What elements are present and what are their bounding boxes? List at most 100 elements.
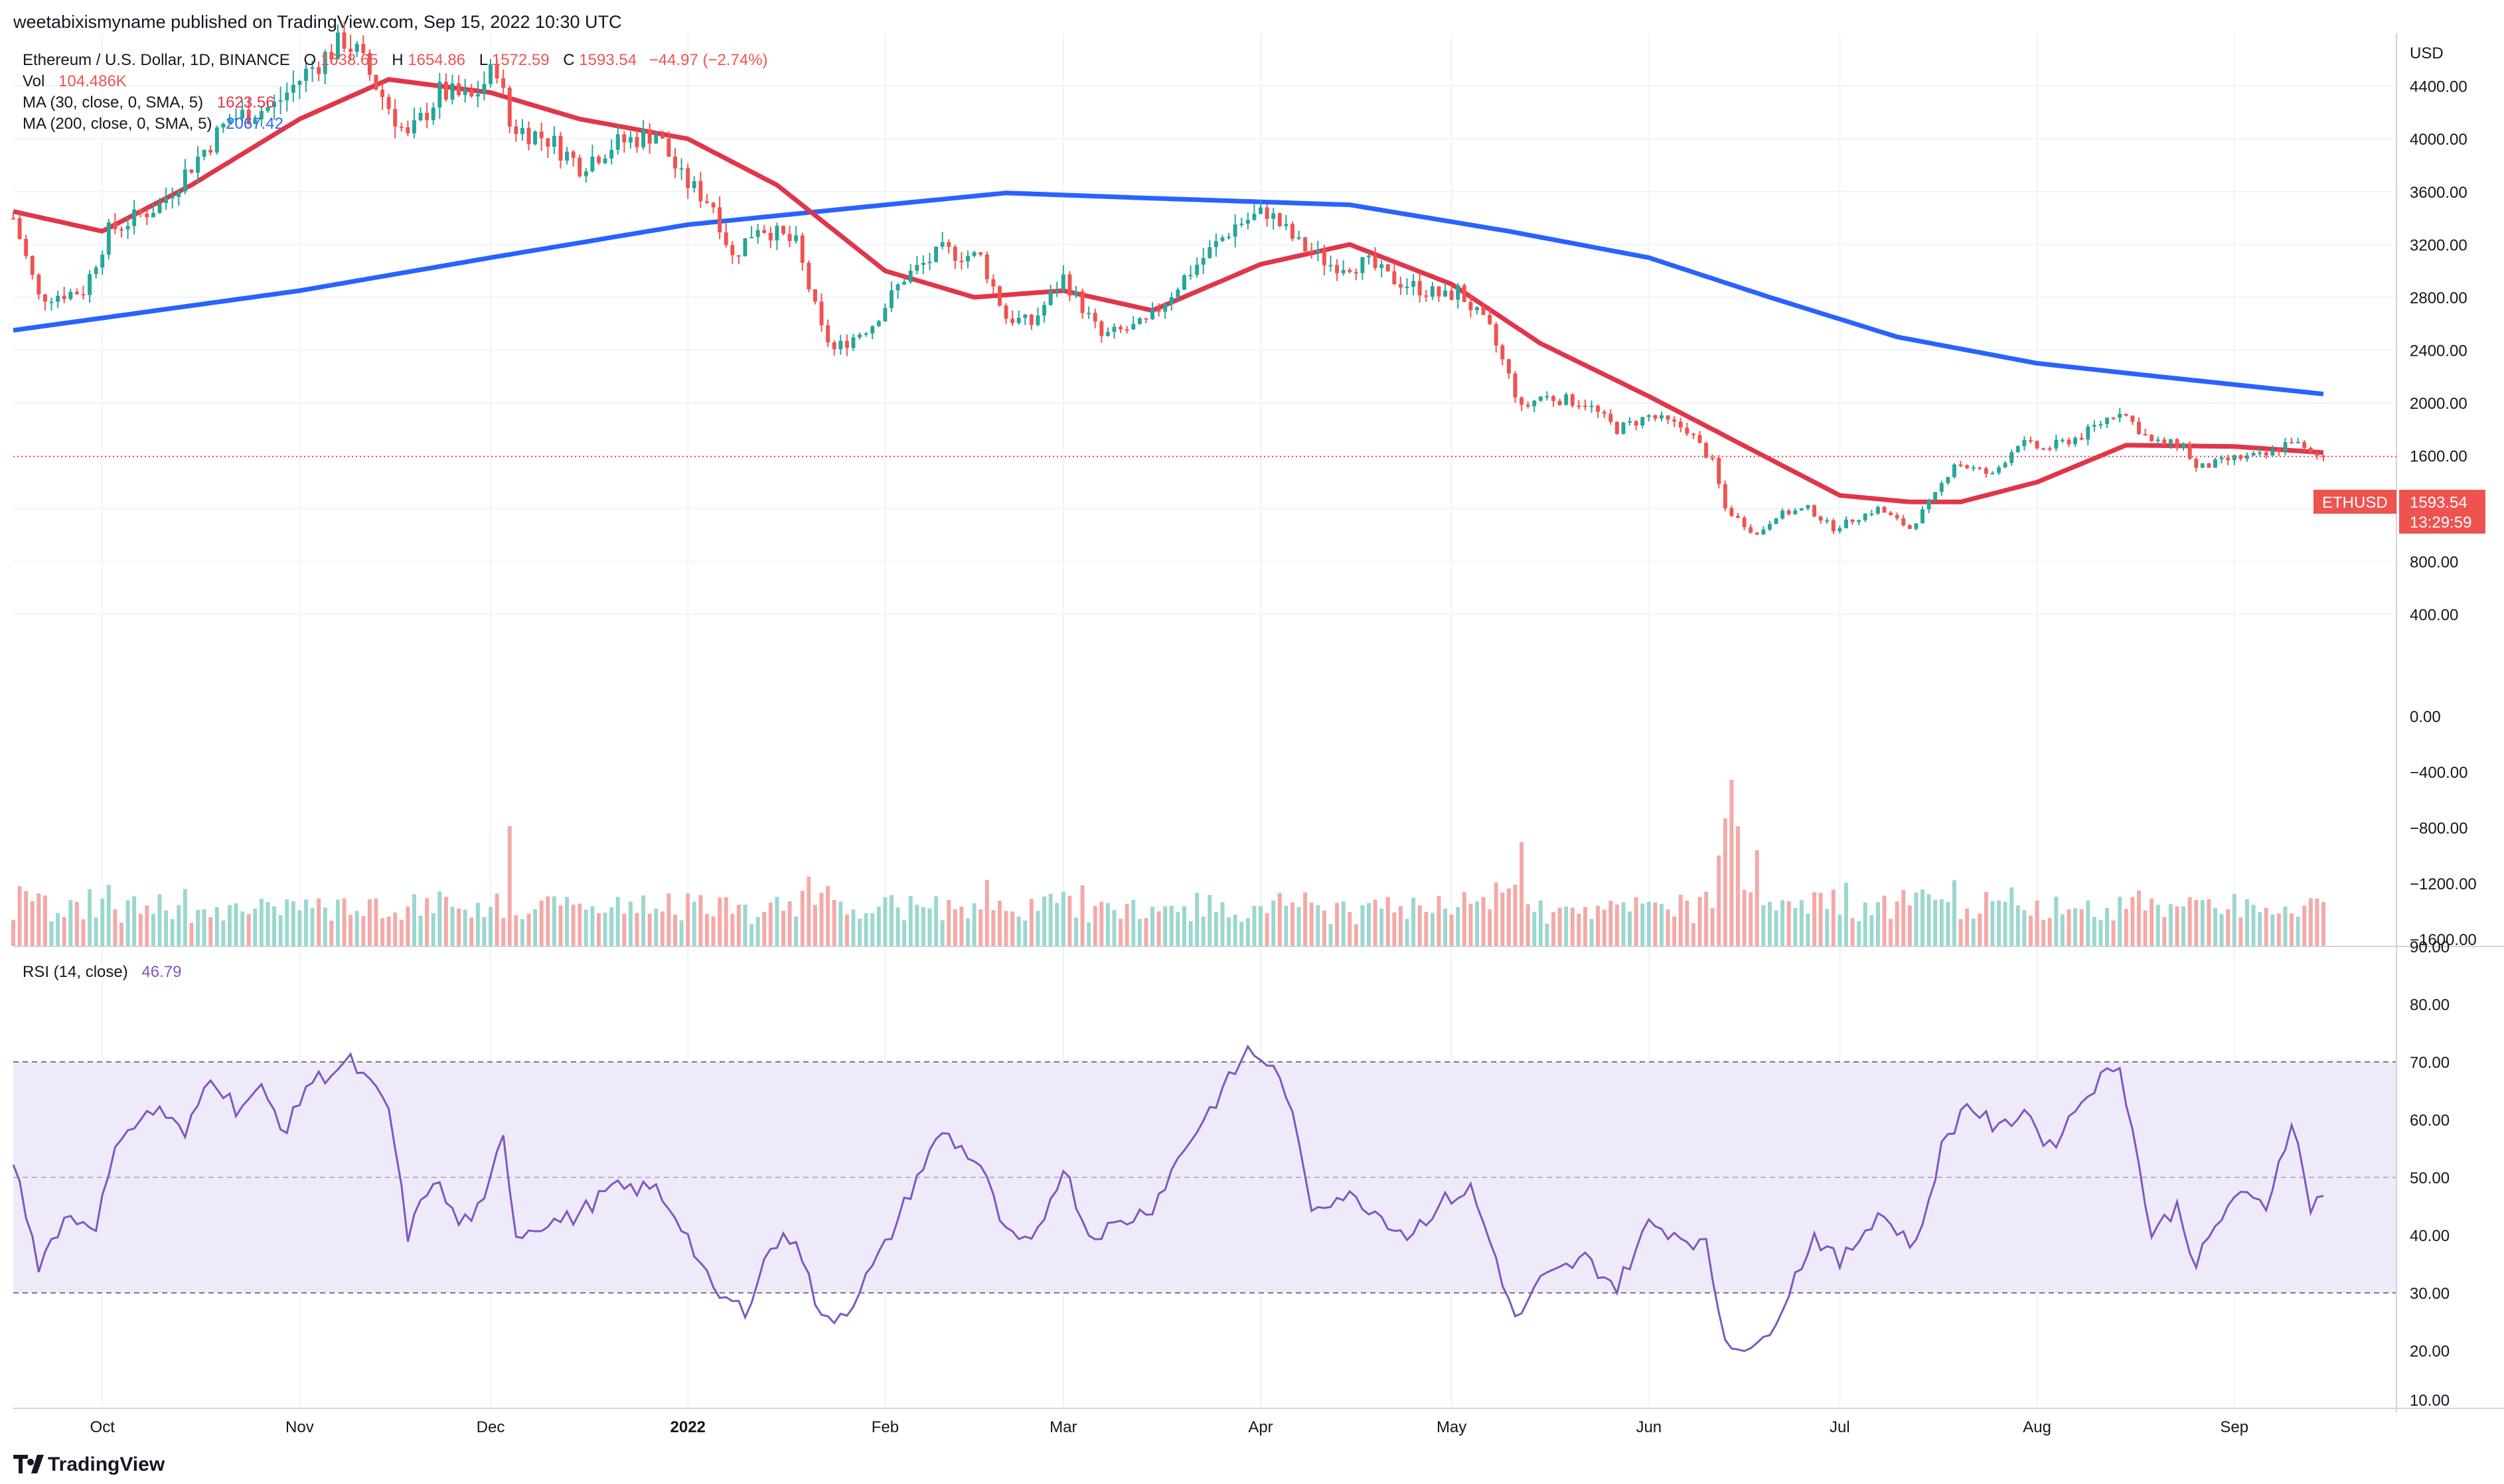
volume-bar bbox=[654, 909, 659, 946]
volume-bar bbox=[151, 913, 155, 946]
volume-bar bbox=[221, 921, 226, 946]
candle-body bbox=[246, 110, 251, 124]
legend-ma200-label: MA (200, close, 0, SMA, 5) bbox=[23, 115, 212, 133]
candle-body bbox=[1430, 286, 1435, 297]
volume-bar bbox=[953, 909, 957, 946]
volume-bar bbox=[1869, 915, 1874, 946]
volume-bar bbox=[431, 913, 435, 946]
volume-bar bbox=[1156, 911, 1161, 946]
volume-bar bbox=[2258, 912, 2262, 946]
candle-body bbox=[1341, 269, 1346, 273]
volume-bar bbox=[138, 913, 143, 946]
price-tick-label: 2000.00 bbox=[2410, 395, 2467, 413]
volume-bar bbox=[1799, 900, 1804, 946]
volume-bar bbox=[1004, 911, 1008, 946]
candle-body bbox=[1099, 321, 1104, 336]
price-badge: ETHUSD 1593.54 13:29:59 bbox=[2313, 490, 2485, 534]
candle-body bbox=[183, 169, 187, 192]
candle-body bbox=[870, 326, 875, 334]
volume-bar bbox=[1252, 905, 1257, 946]
volume-bar bbox=[1233, 915, 1237, 946]
candle-body bbox=[526, 127, 531, 145]
badge-countdown: 13:29:59 bbox=[2410, 514, 2471, 532]
volume-bar bbox=[2264, 907, 2268, 946]
candle-body bbox=[94, 267, 98, 274]
volume-bar bbox=[2238, 917, 2243, 946]
candle-body bbox=[1583, 406, 1587, 408]
candle-body bbox=[2270, 449, 2275, 456]
candle-body bbox=[1850, 519, 1855, 522]
volume-tick-label: −1600.00 bbox=[2410, 931, 2477, 949]
candle-body bbox=[24, 239, 29, 256]
volume-bar bbox=[106, 885, 111, 946]
candle-body bbox=[1048, 291, 1053, 305]
candle-body bbox=[342, 32, 347, 49]
volume-bar bbox=[1303, 892, 1308, 946]
volume-bar bbox=[1672, 916, 1677, 946]
badge-symbol: ETHUSD bbox=[2322, 494, 2388, 512]
volume-bar bbox=[1812, 892, 1817, 946]
candle-body bbox=[2207, 463, 2211, 468]
volume-bar bbox=[1545, 923, 1549, 946]
candle-body bbox=[234, 118, 238, 120]
candle-body bbox=[323, 52, 327, 74]
candle-body bbox=[1557, 401, 1562, 406]
volume-bar bbox=[2111, 920, 2116, 946]
candle-body bbox=[1335, 265, 1340, 273]
candle-body bbox=[1920, 509, 1925, 524]
volume-bar bbox=[1245, 918, 1250, 946]
candle-body bbox=[927, 261, 932, 263]
tradingview-logo[interactable]: TradingView bbox=[13, 1453, 165, 1475]
price-axis[interactable]: 400.00800.001200.001600.002000.002400.00… bbox=[2410, 78, 2467, 625]
volume-bar bbox=[858, 919, 862, 946]
volume-tick-label: 0.00 bbox=[2410, 708, 2441, 726]
volume-bar bbox=[1577, 913, 1581, 946]
volume-bar bbox=[2283, 906, 2288, 946]
volume-bar bbox=[310, 908, 315, 946]
candle-body bbox=[2067, 439, 2071, 445]
candle-body bbox=[692, 181, 696, 188]
tradingview-logo-icon bbox=[13, 1455, 44, 1473]
candle-body bbox=[68, 291, 73, 299]
legend-ma200-value: 2067.42 bbox=[226, 115, 283, 133]
volume-bar bbox=[1373, 899, 1377, 946]
volume-bar bbox=[2276, 913, 2281, 946]
candle-body bbox=[1462, 285, 1466, 303]
candle-body bbox=[2315, 453, 2319, 456]
candle-body bbox=[1449, 290, 1454, 300]
candle-body bbox=[386, 97, 391, 110]
candle-body bbox=[443, 82, 448, 100]
volume-bar bbox=[2155, 905, 2160, 946]
candle-body bbox=[1163, 304, 1168, 312]
volume-bar bbox=[2219, 914, 2224, 946]
volume-bar bbox=[1506, 888, 1511, 946]
rsi-tick-label: 50.00 bbox=[2410, 1169, 2450, 1187]
volume-bar bbox=[1850, 918, 1855, 946]
volume-bar bbox=[2060, 914, 2065, 946]
time-axis[interactable]: Oct Nov Dec 2022 Feb Mar Apr May Jun Jul Aug Sep bbox=[90, 1418, 2249, 1436]
candle-body bbox=[718, 207, 722, 233]
candle-body bbox=[1838, 528, 1842, 532]
candle-body bbox=[259, 111, 264, 119]
volume-bar bbox=[1653, 903, 1658, 946]
ma200-layer bbox=[13, 190, 2324, 397]
rsi-tick-label: 40.00 bbox=[2410, 1227, 2450, 1245]
volume-bar bbox=[1831, 889, 1836, 946]
volume-bar bbox=[1863, 902, 1867, 946]
volume-bar bbox=[1029, 899, 1034, 946]
candle-body bbox=[622, 134, 627, 143]
candle-body bbox=[285, 92, 289, 101]
candle-body bbox=[1150, 309, 1155, 319]
candle-body bbox=[1793, 510, 1798, 514]
volume-bar bbox=[896, 907, 900, 946]
volume-bar bbox=[838, 901, 843, 946]
volume-bar bbox=[412, 894, 416, 946]
candle-body bbox=[1233, 224, 1237, 237]
candle-body bbox=[2155, 439, 2160, 441]
candle-body bbox=[1367, 256, 1371, 258]
candle-body bbox=[431, 108, 435, 121]
candle-body bbox=[1869, 513, 1874, 515]
volume-bar bbox=[749, 924, 754, 946]
volume-bar bbox=[2150, 898, 2154, 946]
